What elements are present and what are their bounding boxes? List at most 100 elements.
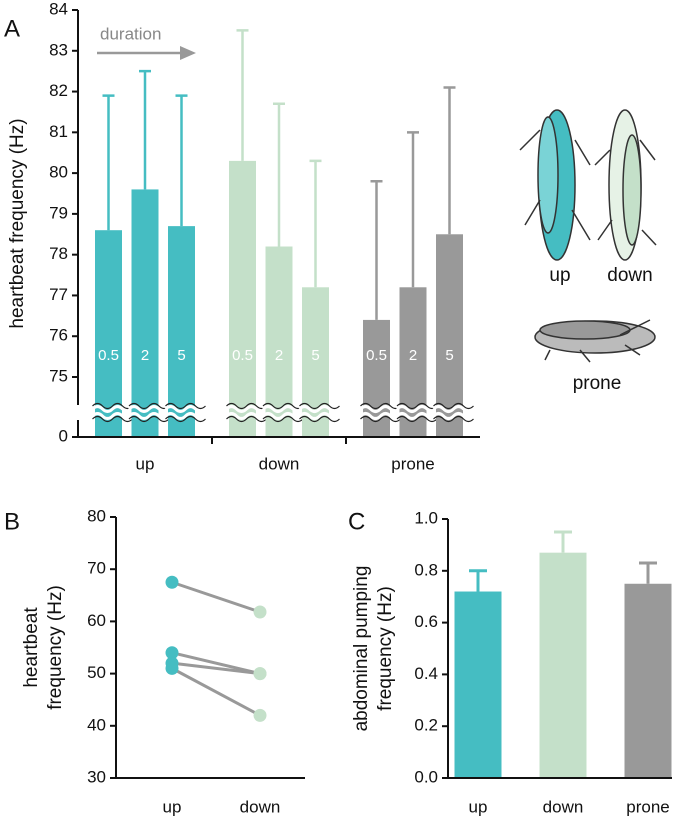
error-bar [443, 86, 456, 235]
bar [95, 230, 122, 437]
panel-label: C [348, 508, 365, 535]
panel-label: A [4, 15, 20, 42]
bar-label: 5 [311, 347, 319, 364]
y-tick-label: 40 [87, 715, 106, 734]
axis-break [298, 405, 341, 420]
bar-label: 0.5 [98, 347, 119, 364]
inset-label: up [549, 265, 570, 286]
x-axis [78, 436, 480, 444]
axes [447, 519, 672, 779]
axis-break [261, 405, 305, 420]
axis-break [396, 402, 438, 423]
bar-label: 2 [141, 347, 149, 364]
axis-break [127, 405, 171, 420]
illustration-up [519, 109, 591, 261]
axis-break [92, 402, 133, 423]
y-tick-label: 77 [49, 285, 68, 304]
x-tick-label: prone [626, 797, 669, 816]
axis-break [91, 405, 134, 420]
y-tick-label: 0.2 [414, 716, 438, 735]
point [165, 575, 179, 589]
inset-label: down [607, 265, 652, 286]
bar-label: 2 [409, 347, 417, 364]
y-tick-label: 76 [49, 326, 68, 345]
illustration-down [594, 109, 657, 261]
error-bar [139, 69, 151, 190]
point [165, 661, 179, 675]
annotation: duration [100, 24, 161, 43]
error-bar [102, 94, 115, 231]
error-bar [273, 102, 285, 247]
point [253, 708, 267, 722]
axis-break [128, 402, 170, 423]
bar [131, 189, 159, 437]
y-tick-label: 82 [49, 81, 68, 100]
axis-break [225, 405, 268, 420]
axis-break [164, 405, 207, 420]
y-tick-label: 83 [49, 40, 68, 59]
bar-label: 0.5 [366, 347, 387, 364]
y-tick-label: 70 [87, 559, 106, 578]
error-bar [639, 561, 657, 584]
axis-break [299, 402, 340, 423]
axis-break [165, 402, 206, 423]
bar [539, 552, 587, 778]
error-bar [309, 159, 322, 288]
y-axis-label: heartbeat frequency (Hz) [7, 118, 28, 328]
line [171, 667, 261, 717]
illustration-prone [534, 319, 656, 363]
error-bar [236, 29, 249, 161]
bar-label: 0.5 [232, 347, 253, 364]
error-bar [554, 530, 572, 553]
y-tick-label: 1.0 [414, 508, 438, 527]
error-bar [175, 94, 188, 227]
axis-break [262, 402, 304, 423]
error-bar [370, 180, 383, 320]
y-tick-label: 50 [87, 663, 106, 682]
x-tick-label: down [259, 454, 300, 473]
y-tick-label: 60 [87, 611, 106, 630]
axes [115, 517, 305, 779]
x-tick-label: down [240, 797, 281, 816]
y-tick-label: 84 [49, 0, 68, 18]
y-tick-label: 0 [59, 426, 68, 445]
axis-break [395, 405, 439, 420]
y-tick-label: 81 [49, 122, 68, 141]
bar-label: 2 [275, 347, 283, 364]
x-tick-label: up [469, 797, 488, 816]
point [253, 605, 267, 619]
y-tick-label: 0.0 [414, 767, 438, 786]
bar-label: 5 [177, 347, 185, 364]
y-axis-label: frequency (Hz) [45, 585, 66, 710]
x-tick-label: up [136, 454, 155, 473]
y-axis-label: abdominal pumping [351, 566, 372, 732]
bar [229, 160, 256, 437]
axis-break [432, 405, 475, 420]
bar [168, 226, 195, 437]
y-tick-label: 30 [87, 767, 106, 786]
line [171, 661, 261, 676]
x-tick-label: prone [391, 454, 434, 473]
axis-break [433, 402, 474, 423]
bar [624, 583, 672, 778]
axis-break [360, 402, 401, 423]
line [171, 651, 261, 676]
axis-break [359, 405, 402, 420]
x-tick-label: up [163, 797, 182, 816]
error-bar [469, 569, 487, 592]
x-tick-label: down [543, 797, 584, 816]
y-tick-label: 79 [49, 203, 68, 222]
y-tick-label: 78 [49, 244, 68, 263]
y-tick-label: 0.6 [414, 612, 438, 631]
y-tick-label: 75 [49, 366, 68, 385]
y-tick-label: 0.4 [414, 664, 438, 683]
panel-label: B [4, 508, 20, 535]
y-axis-label: heartbeat [21, 607, 42, 688]
inset-label: prone [573, 373, 622, 394]
bar-label: 5 [445, 347, 453, 364]
axis-break [226, 402, 267, 423]
y-tick-label: 80 [49, 163, 68, 182]
bar [454, 591, 502, 778]
